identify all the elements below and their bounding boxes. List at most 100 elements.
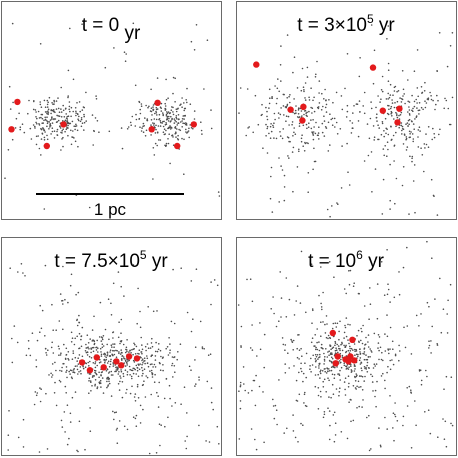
star-point	[55, 121, 58, 123]
star-point	[296, 285, 299, 287]
star-point	[153, 154, 156, 156]
star-point	[425, 102, 428, 104]
star-point	[280, 297, 283, 299]
star-point	[146, 357, 149, 360]
star-point	[143, 357, 146, 360]
star-point	[284, 344, 287, 346]
star-point	[100, 351, 102, 353]
star-point	[317, 106, 320, 108]
star-point	[416, 87, 419, 89]
star-point	[141, 352, 143, 355]
star-point	[50, 112, 52, 115]
star-point	[349, 345, 351, 348]
star-point	[393, 296, 396, 299]
star-point	[170, 320, 173, 323]
star-point	[314, 385, 317, 388]
star-point	[61, 366, 63, 369]
star-point	[37, 110, 40, 113]
star-point	[59, 127, 62, 129]
star-point	[108, 338, 110, 341]
star-point	[266, 118, 269, 121]
star-point	[295, 105, 297, 107]
star-point	[35, 116, 37, 118]
star-point	[70, 341, 73, 343]
star-point	[162, 364, 164, 366]
star-point	[157, 348, 160, 351]
star-point	[386, 141, 389, 143]
star-point	[401, 70, 404, 72]
star-point	[186, 412, 188, 414]
star-point	[60, 108, 62, 110]
panel-title: t = 3×105 yr	[297, 12, 395, 36]
star-point	[249, 347, 252, 349]
star-point	[329, 424, 331, 427]
star-point	[412, 110, 414, 113]
star-point	[132, 359, 135, 362]
star-point	[24, 275, 26, 277]
panel-t0: t = 0 yr 1 pc	[1, 1, 222, 220]
star-point	[91, 329, 94, 331]
star-point	[420, 313, 422, 315]
star-point	[177, 114, 180, 116]
star-point	[352, 419, 355, 422]
star-point	[116, 442, 119, 445]
star-point	[118, 371, 120, 373]
star-point	[365, 336, 367, 339]
star-point	[181, 97, 183, 99]
star-point	[307, 142, 309, 145]
star-point	[77, 357, 79, 360]
star-point	[308, 99, 311, 101]
star-point	[56, 128, 59, 131]
star-point	[185, 122, 187, 124]
star-point	[4, 177, 6, 179]
star-point	[352, 385, 355, 387]
star-point	[148, 452, 151, 455]
star-point	[46, 99, 49, 102]
star-point	[62, 145, 64, 148]
star-point	[350, 347, 353, 350]
star-point	[413, 164, 416, 166]
star-point	[331, 357, 334, 360]
star-point	[431, 325, 434, 328]
star-point	[153, 363, 156, 366]
star-point	[319, 370, 322, 373]
star-point	[91, 340, 93, 342]
star-point	[298, 122, 301, 125]
massive-star-point	[299, 117, 306, 124]
star-point	[150, 134, 152, 136]
star-point	[92, 350, 95, 353]
star-point	[87, 361, 89, 364]
star-point	[324, 356, 326, 358]
star-point	[165, 113, 168, 116]
star-point	[425, 143, 428, 146]
star-point	[136, 385, 139, 388]
star-point	[212, 408, 214, 411]
star-point	[46, 112, 48, 115]
star-point	[80, 372, 82, 375]
star-point	[72, 371, 74, 374]
star-point	[375, 405, 377, 408]
star-point	[300, 370, 303, 373]
star-point	[450, 376, 453, 379]
star-point	[364, 367, 366, 370]
star-point	[412, 123, 415, 125]
panel-t3e5: t = 3×105 yr	[236, 1, 457, 220]
star-point	[386, 335, 389, 338]
star-point	[279, 131, 281, 133]
star-point	[11, 361, 14, 364]
star-point	[339, 352, 342, 355]
star-point	[328, 99, 330, 101]
star-point	[336, 133, 339, 135]
star-point	[320, 306, 323, 308]
star-point	[431, 138, 434, 141]
star-point	[442, 308, 445, 311]
star-point	[135, 113, 137, 116]
star-point	[387, 80, 390, 82]
star-point	[126, 364, 128, 366]
star-point	[78, 321, 80, 324]
star-point	[334, 349, 337, 352]
star-point	[394, 85, 397, 88]
star-point	[374, 389, 377, 392]
star-point	[387, 62, 390, 65]
star-point	[387, 288, 390, 291]
